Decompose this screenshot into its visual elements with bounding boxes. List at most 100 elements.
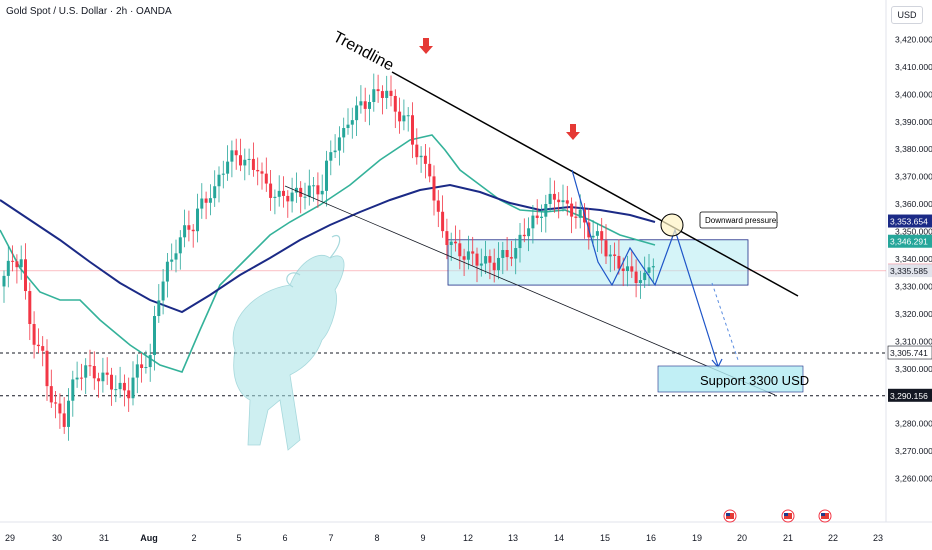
us-flag-event-icon xyxy=(781,509,795,523)
candle-body xyxy=(492,262,496,271)
candle-body xyxy=(45,350,49,387)
candle-body xyxy=(49,386,53,403)
candle-body xyxy=(368,101,371,109)
target-zone-box xyxy=(657,365,804,393)
y-tick-label: 3,300.000 xyxy=(895,364,932,374)
chart-title: Gold Spot / U.S. Dollar · 2h · OANDA xyxy=(6,6,172,17)
candle-body xyxy=(307,185,311,197)
candle-body xyxy=(196,208,199,232)
candle-body xyxy=(488,256,492,263)
price-label-bg xyxy=(887,345,932,360)
candle-body xyxy=(67,400,70,427)
candle-body xyxy=(101,372,105,382)
candle-body xyxy=(385,90,389,98)
candle-body xyxy=(325,160,328,191)
candle-body xyxy=(97,378,101,382)
candle-body xyxy=(363,101,367,109)
candle-body xyxy=(630,266,634,272)
candle-body xyxy=(617,255,621,269)
x-tick-label: 5 xyxy=(236,533,241,543)
us-flag-event-icon xyxy=(818,509,832,523)
candle-body xyxy=(277,190,281,197)
candle-body xyxy=(501,249,505,258)
candle-body xyxy=(148,355,152,368)
down-arrow-marker-icon xyxy=(419,38,433,54)
y-tick-label: 3,390.000 xyxy=(895,117,932,127)
candle-body xyxy=(15,261,19,268)
candle-body xyxy=(226,161,230,174)
candle-body xyxy=(303,196,307,198)
x-tick-label: 20 xyxy=(737,533,747,543)
candle-body xyxy=(634,271,638,283)
candle-body xyxy=(393,95,397,112)
candle-body xyxy=(372,89,376,102)
price-label: 3,346.291 xyxy=(890,237,928,247)
candle-body xyxy=(294,187,298,193)
candle-body xyxy=(243,159,247,166)
candle-body xyxy=(380,91,384,98)
candle-body xyxy=(217,174,221,187)
x-tick-label: 16 xyxy=(646,533,656,543)
x-tick-label: 21 xyxy=(783,533,793,543)
candle-body xyxy=(626,266,629,272)
x-tick-label: 23 xyxy=(873,533,883,543)
candle-body xyxy=(557,199,561,203)
candle-body xyxy=(71,379,75,401)
x-tick-label: 19 xyxy=(692,533,702,543)
candle-body xyxy=(350,120,354,125)
y-tick-label: 3,420.000 xyxy=(895,34,932,44)
candle-body xyxy=(174,253,178,260)
y-tick-label: 3,400.000 xyxy=(895,89,932,99)
candle-body xyxy=(527,228,531,237)
candle-body xyxy=(312,185,316,187)
y-tick-label: 3,270.000 xyxy=(895,446,932,456)
candle-body xyxy=(428,163,432,177)
candle-body xyxy=(213,186,217,199)
candle-body xyxy=(505,249,509,258)
y-tick-label: 3,380.000 xyxy=(895,144,932,154)
candle-body xyxy=(36,344,40,347)
candle-body xyxy=(578,209,582,218)
candle-body xyxy=(337,137,341,151)
lower-channel-line xyxy=(284,185,776,396)
candle-body xyxy=(595,231,599,236)
candle-body xyxy=(359,101,363,106)
candle-body xyxy=(548,193,552,205)
candle-body xyxy=(647,267,651,273)
y-tick-label: 3,310.000 xyxy=(895,336,932,346)
down-arrow-marker-icon xyxy=(566,124,580,140)
candle-body xyxy=(273,196,277,198)
x-tick-label: Aug xyxy=(140,533,158,543)
x-tick-label: 15 xyxy=(600,533,610,543)
currency-badge[interactable]: USD xyxy=(891,6,923,24)
y-tick-label: 3,340.000 xyxy=(895,254,932,264)
candle-body xyxy=(561,200,565,203)
candle-body xyxy=(183,225,187,238)
candle-body xyxy=(140,364,144,369)
ema-fast-line xyxy=(0,134,656,373)
x-tick-label: 12 xyxy=(463,533,473,543)
flag-canton xyxy=(726,513,730,516)
candle-body xyxy=(531,215,535,229)
candle-body xyxy=(153,316,156,356)
price-label-bg xyxy=(888,264,932,278)
candle-body xyxy=(651,266,655,268)
candle-body xyxy=(432,176,436,201)
us-flag-event-icon xyxy=(723,509,737,523)
candle-body xyxy=(544,204,548,217)
candle-body xyxy=(32,324,36,345)
candle-body xyxy=(144,367,148,369)
candle-body xyxy=(398,111,402,122)
y-tick-label: 3,280.000 xyxy=(895,419,932,429)
candle-body xyxy=(54,402,58,404)
candle-body xyxy=(540,216,543,218)
candle-body xyxy=(591,235,595,238)
main-trendline xyxy=(391,71,799,297)
candle-body xyxy=(320,190,324,195)
candle-body xyxy=(479,263,483,266)
candle-body xyxy=(436,200,440,212)
candle-body xyxy=(449,241,453,246)
x-tick-label: 30 xyxy=(52,533,62,543)
